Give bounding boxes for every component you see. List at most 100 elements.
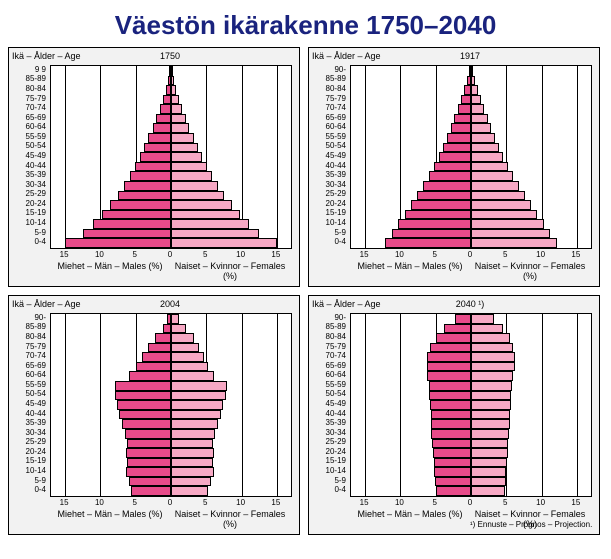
age-label: 70-74 <box>308 352 346 360</box>
x-title-males: Miehet – Män – Males (%) <box>350 509 470 519</box>
age-label: 65-69 <box>308 362 346 370</box>
bar-male <box>135 162 171 172</box>
age-label: 60-64 <box>308 123 346 131</box>
bar-female <box>471 352 515 362</box>
bar-male <box>131 486 171 496</box>
bar-male <box>451 123 471 133</box>
bar-female <box>171 381 227 391</box>
bar-female <box>171 104 182 114</box>
bar-male <box>130 171 171 181</box>
chart-area <box>350 313 592 497</box>
age-label: 70-74 <box>308 104 346 112</box>
bar-male <box>423 181 471 191</box>
bar-male <box>417 191 471 201</box>
age-label: 75-79 <box>308 343 346 351</box>
bar-male <box>148 343 171 353</box>
age-label: 5-9 <box>308 477 346 485</box>
bar-male <box>429 381 471 391</box>
age-label: 40-44 <box>308 162 346 170</box>
x-tick-label: 0 <box>168 498 172 507</box>
bar-female <box>471 229 550 239</box>
bar-female <box>471 467 506 477</box>
age-label: 90- <box>308 314 346 322</box>
bar-male <box>125 429 171 439</box>
x-tick-label: 15 <box>360 498 369 507</box>
bar-male <box>430 343 471 353</box>
bar-female <box>471 200 531 210</box>
age-label: 85-89 <box>308 323 346 331</box>
bar-male <box>455 314 471 324</box>
age-label: 10-14 <box>308 219 346 227</box>
x-tick-label: 5 <box>503 498 507 507</box>
age-label: 45-49 <box>8 152 46 160</box>
bar-female <box>471 458 507 468</box>
x-title-males: Miehet – Män – Males (%) <box>50 509 170 519</box>
bar-female <box>171 66 173 76</box>
age-label: 65-69 <box>308 114 346 122</box>
age-label: 35-39 <box>8 419 46 427</box>
x-tick-label: 15 <box>271 498 280 507</box>
x-tick-label: 10 <box>395 250 404 259</box>
x-tick-label: 10 <box>395 498 404 507</box>
bar-male <box>115 381 171 391</box>
bar-female <box>171 171 212 181</box>
bar-female <box>171 419 218 429</box>
age-label: 80-84 <box>308 333 346 341</box>
age-label: 15-19 <box>308 457 346 465</box>
bar-female <box>471 66 473 76</box>
bar-female <box>171 238 277 248</box>
x-tick-label: 10 <box>95 498 104 507</box>
bar-male <box>126 448 171 458</box>
bar-male <box>427 371 471 381</box>
x-tick-label: 5 <box>203 498 207 507</box>
bar-male <box>122 419 171 429</box>
x-tick-label: 0 <box>468 250 472 259</box>
bar-female <box>171 371 214 381</box>
age-label: 5-9 <box>8 229 46 237</box>
bar-female <box>171 486 208 496</box>
bar-female <box>171 95 179 105</box>
bar-male <box>124 181 171 191</box>
bar-male <box>155 333 171 343</box>
age-label: 10-14 <box>8 467 46 475</box>
bar-male <box>119 410 171 420</box>
bar-male <box>144 143 171 153</box>
bar-female <box>471 419 510 429</box>
age-label: 25-29 <box>8 190 46 198</box>
age-label: 0-4 <box>8 486 46 494</box>
footnote: ¹) Ennuste – Prognos – Projection. <box>470 520 592 529</box>
bar-female <box>171 314 179 324</box>
bar-female <box>171 181 218 191</box>
bar-male <box>431 429 471 439</box>
bar-female <box>471 114 488 124</box>
bar-male <box>65 238 171 248</box>
age-label: 35-39 <box>308 171 346 179</box>
age-label: 30-34 <box>8 429 46 437</box>
bar-male <box>156 114 171 124</box>
bar-male <box>140 152 171 162</box>
bar-female <box>171 76 174 86</box>
age-label: 35-39 <box>308 419 346 427</box>
x-tick-label: 10 <box>536 250 545 259</box>
bar-female <box>171 200 232 210</box>
age-label: 45-49 <box>308 152 346 160</box>
bar-male <box>458 104 471 114</box>
bar-male <box>429 391 471 401</box>
x-title-males: Miehet – Män – Males (%) <box>50 261 170 271</box>
age-label: 20-24 <box>308 448 346 456</box>
y-axis-title: Ikä – Ålder – Age <box>12 51 81 61</box>
bar-female <box>171 400 223 410</box>
bar-female <box>471 104 484 114</box>
age-label: 75-79 <box>308 95 346 103</box>
pyramid-panel-2040: 0-45-910-1415-1920-2425-2930-3435-3940-4… <box>308 295 600 535</box>
age-label: 65-69 <box>8 114 46 122</box>
bar-female <box>471 486 505 496</box>
x-tick-label: 10 <box>95 250 104 259</box>
bar-female <box>471 429 509 439</box>
year-label: 1750 <box>140 51 200 61</box>
figure-frame: Väestön ikärakenne 1750–2040 0-45-910-14… <box>0 0 611 559</box>
age-label: 35-39 <box>8 171 46 179</box>
bar-male <box>439 152 471 162</box>
bar-male <box>136 362 171 372</box>
bar-male <box>464 85 471 95</box>
